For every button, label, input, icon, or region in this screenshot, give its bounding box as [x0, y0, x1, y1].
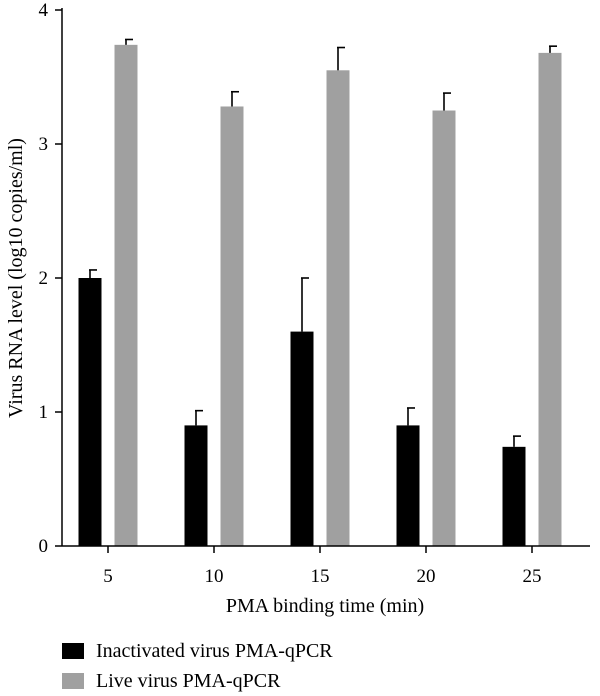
y-tick-label-2: 2 [39, 268, 49, 289]
y-tick-label-3: 3 [39, 134, 49, 155]
bar-inactivated-5 [78, 278, 102, 546]
legend-item-inactivated: Inactivated virus PMA-qPCR [62, 636, 333, 666]
y-tick-label-1: 1 [39, 402, 49, 423]
y-tick-label-4: 4 [39, 0, 49, 21]
legend-label-inactivated: Inactivated virus PMA-qPCR [96, 639, 333, 662]
legend-swatch-inactivated [62, 643, 84, 659]
bar-chart: 0 1 2 3 4 5 10 15 20 25 PMA binding time (min) Vi… [5, 0, 590, 617]
y-axis-title: Virus RNA level (log10 copies/ml) [5, 138, 27, 418]
x-tick-label-10: 10 [205, 566, 224, 587]
x-axis-title: PMA binding time (min) [226, 595, 424, 617]
axes-layer: 0 1 2 3 4 5 10 15 20 25 [39, 0, 590, 587]
bar-inactivated-15 [290, 331, 314, 546]
legend-item-live: Live virus PMA-qPCR [62, 666, 333, 696]
bar-inactivated-10 [184, 425, 208, 546]
bar-inactivated-25 [502, 446, 526, 546]
bar-live-25 [538, 52, 562, 546]
bar-live-20 [432, 110, 456, 546]
x-tick-label-5: 5 [103, 566, 113, 587]
legend: Inactivated virus PMA-qPCR Live virus PM… [62, 636, 333, 696]
bar-live-15 [326, 70, 350, 547]
x-tick-label-25: 25 [523, 566, 542, 587]
legend-label-live: Live virus PMA-qPCR [96, 669, 281, 692]
legend-swatch-live [62, 673, 84, 689]
x-tick-label-20: 20 [417, 566, 436, 587]
bar-live-5 [114, 44, 138, 547]
bar-live-10 [220, 106, 244, 546]
bars-layer [78, 38, 562, 547]
bar-inactivated-20 [396, 425, 420, 546]
y-tick-label-0: 0 [39, 536, 49, 557]
x-tick-label-15: 15 [311, 566, 330, 587]
